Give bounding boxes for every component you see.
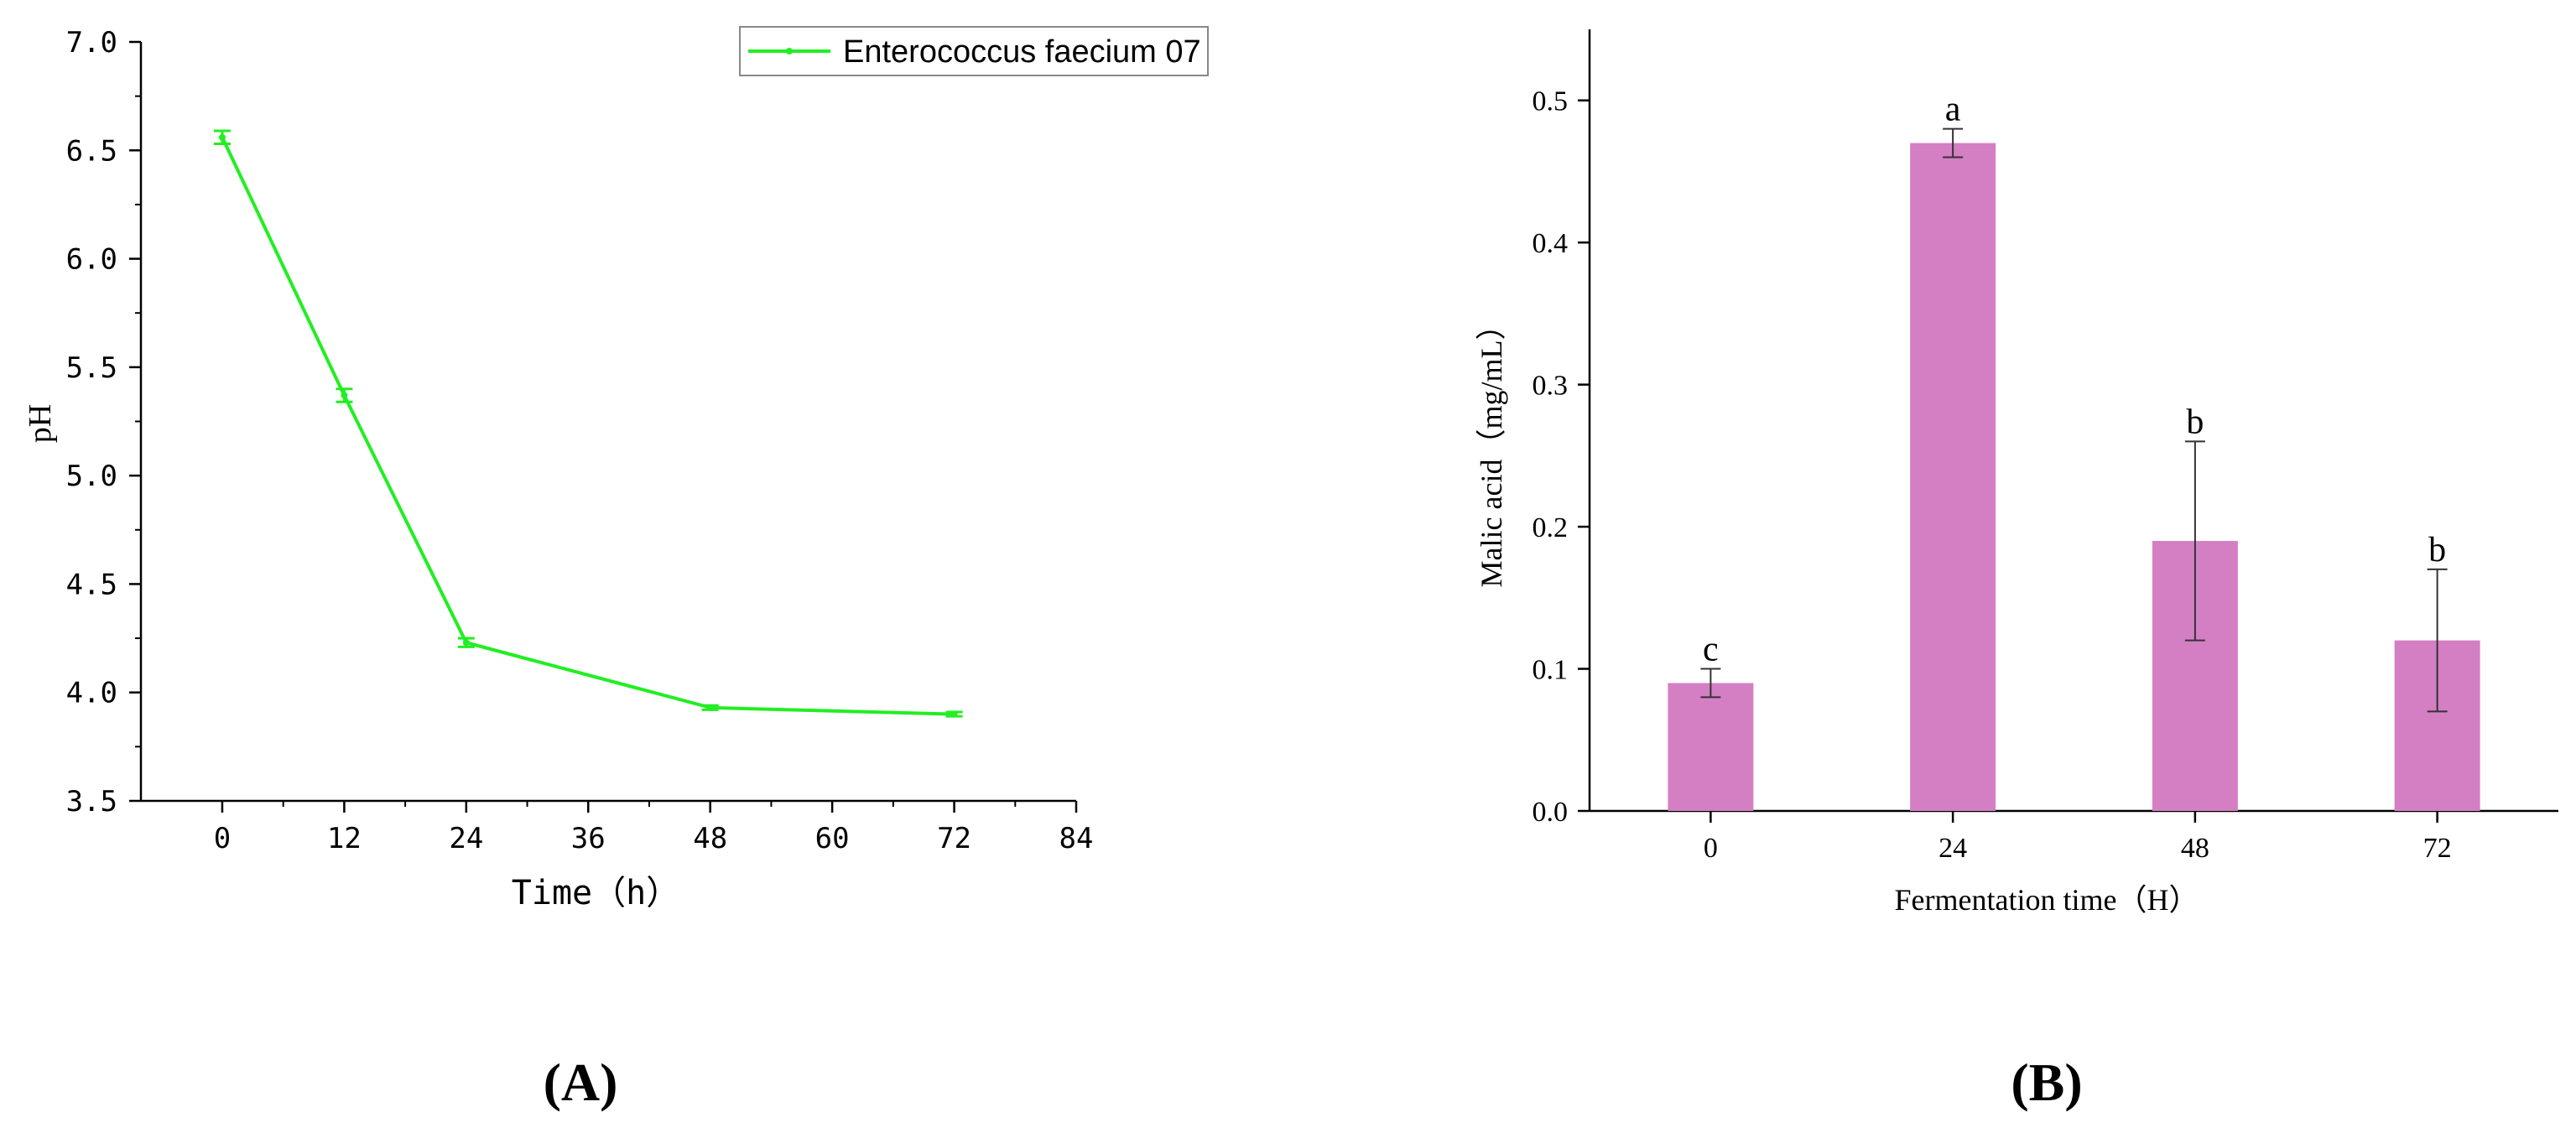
x-tick-label: 84 — [1059, 822, 1094, 855]
panel-b-y-ticks: 0.0 0.1 0.2 0.3 0.4 0.5 — [1533, 86, 1590, 828]
y-tick-label: 4.5 — [66, 568, 117, 601]
y-tick-label: 6.5 — [66, 134, 117, 168]
panel-a-label: (A) — [544, 1052, 618, 1112]
x-tick-label: 48 — [2181, 833, 2209, 864]
series-line — [221, 136, 955, 716]
x-tick-label: 60 — [815, 822, 850, 855]
significance-label: c — [1703, 631, 1719, 669]
panel-b-y-axis-label: Malic acid（mg/mL） — [1475, 310, 1508, 588]
y-tick-label: 0.1 — [1533, 655, 1569, 686]
y-tick-label: 0.3 — [1533, 371, 1569, 402]
panel-a-y-ticks: 3.5 4.0 4.5 5.0 5.5 6.0 6.5 7.0 — [66, 26, 141, 818]
y-tick-label: 0.5 — [1533, 86, 1569, 117]
x-tick-label: 72 — [2423, 833, 2452, 864]
x-tick-label: 48 — [693, 822, 727, 855]
bar — [1910, 143, 1996, 812]
data-point — [218, 133, 226, 141]
x-tick-label: 0 — [214, 822, 231, 855]
y-tick-label: 5.0 — [66, 460, 117, 493]
panel-a-x-ticks: 0 12 24 36 48 60 72 84 — [214, 801, 1094, 855]
data-point — [950, 710, 958, 718]
panel-b-x-ticks: 0 24 48 72 — [1704, 811, 2452, 864]
legend-marker-swatch — [786, 48, 793, 55]
y-tick-label: 7.0 — [66, 26, 117, 60]
y-tick-label: 6.0 — [66, 243, 117, 277]
panel-a-axes — [139, 42, 1076, 803]
y-tick-label: 0.0 — [1533, 797, 1569, 828]
panel-b-label: (B) — [2011, 1052, 2082, 1112]
y-tick-label: 5.5 — [66, 351, 117, 385]
panel-a-y-axis-label: pH — [23, 404, 58, 443]
y-tick-label: 0.4 — [1533, 228, 1569, 259]
data-point — [462, 639, 470, 647]
significance-label: b — [2186, 403, 2204, 441]
panel-b-x-axis-label: Fermentation time（H） — [1895, 883, 2199, 917]
panel-a-line-chart: 3.5 4.0 4.5 5.0 5.5 6.0 6.5 7.0 0 12 24 36 48 60 72 84… — [23, 26, 1209, 1112]
bar — [1668, 683, 1754, 811]
x-tick-label: 72 — [937, 822, 971, 855]
legend-series-label: Enterococcus faecium 07 — [843, 34, 1201, 70]
panel-a-legend: Enterococcus faecium 07 — [739, 26, 1209, 76]
x-tick-label: 24 — [449, 822, 483, 855]
x-tick-label: 36 — [571, 822, 606, 855]
panel-b-bar-chart: 0.0 0.1 0.2 0.3 0.4 0.5 c a b b 0 24 48 72 Fermenta… — [1475, 29, 2558, 1112]
x-tick-label: 12 — [327, 822, 362, 855]
significance-label: b — [2428, 531, 2446, 569]
data-point — [706, 704, 714, 711]
y-tick-label: 4.0 — [66, 677, 117, 710]
data-point — [341, 392, 348, 399]
x-tick-label: 0 — [1704, 833, 1718, 864]
y-tick-label: 3.5 — [66, 785, 117, 818]
significance-label: a — [1945, 91, 1961, 129]
y-tick-label: 0.2 — [1533, 512, 1569, 543]
panel-a-series — [213, 129, 963, 718]
panel-b-bars: c a b b — [1668, 91, 2480, 812]
x-tick-label: 24 — [1939, 833, 1967, 864]
panel-a-x-axis-label: Time（h） — [512, 874, 679, 912]
